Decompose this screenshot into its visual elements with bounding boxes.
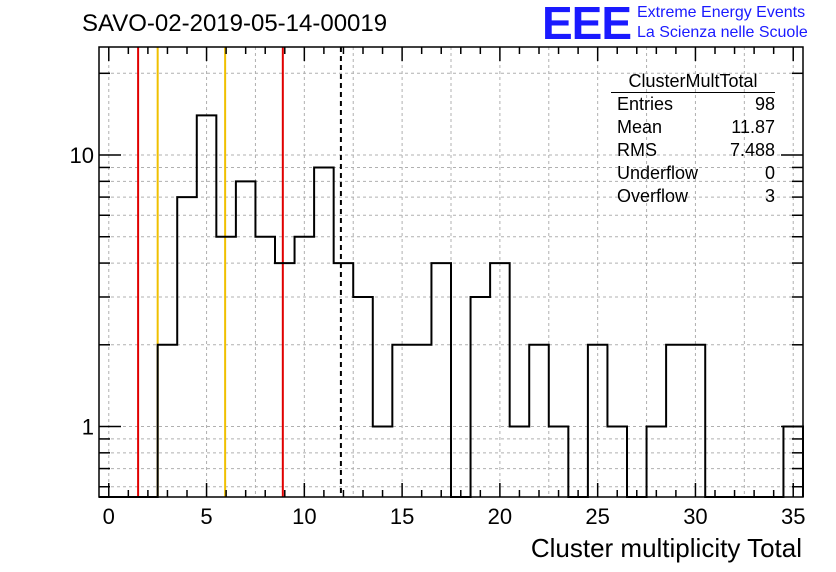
chart-title: SAVO-02-2019-05-14-00019 xyxy=(82,10,388,37)
x-tick-label: 5 xyxy=(200,504,212,529)
stats-value: 98 xyxy=(754,94,775,114)
stats-row-underflow: Underflow 0 xyxy=(611,162,775,185)
stats-title: ClusterMultTotal xyxy=(611,70,775,93)
histogram-outline xyxy=(99,114,804,498)
x-tick-label: 25 xyxy=(585,504,609,529)
stats-label: Entries xyxy=(617,94,674,114)
x-axis-label: Cluster multiplicity Total xyxy=(530,533,802,563)
stats-value: 0 xyxy=(764,163,775,183)
logo-line-2: La Scienza nelle Scuole xyxy=(637,24,808,41)
logo-caption: Extreme Energy Events La Scienza nelle S… xyxy=(637,3,808,43)
stats-row-overflow: Overflow 3 xyxy=(611,185,775,208)
stats-box: ClusterMultTotal Entries 98 Mean 11.87 R… xyxy=(611,70,775,208)
stats-row-mean: Mean 11.87 xyxy=(611,116,775,139)
logo-line-1: Extreme Energy Events xyxy=(637,4,806,21)
stats-label: Overflow xyxy=(617,186,689,206)
axis-ticks xyxy=(99,47,803,497)
x-tick-label: 10 xyxy=(292,504,316,529)
eee-logo: EEE xyxy=(542,0,632,49)
x-tick-label: 35 xyxy=(781,504,805,529)
x-tick-label: 20 xyxy=(488,504,512,529)
stats-value: 7.488 xyxy=(729,140,775,160)
x-tick-label: 30 xyxy=(683,504,707,529)
x-tick-label: 15 xyxy=(390,504,414,529)
stats-row-entries: Entries 98 xyxy=(611,93,775,116)
stats-row-rms: RMS 7.488 xyxy=(611,139,775,162)
y-tick-label: 10 xyxy=(70,143,94,168)
stats-label: Underflow xyxy=(617,163,699,183)
stats-value: 3 xyxy=(764,186,775,206)
y-tick-label: 1 xyxy=(82,415,94,440)
x-tick-label: 0 xyxy=(103,504,115,529)
stats-label: Mean xyxy=(617,117,663,137)
plot-frame xyxy=(98,46,804,498)
stats-label: RMS xyxy=(617,140,657,160)
stats-value: 11.87 xyxy=(731,117,775,137)
marker-lines xyxy=(137,47,342,497)
